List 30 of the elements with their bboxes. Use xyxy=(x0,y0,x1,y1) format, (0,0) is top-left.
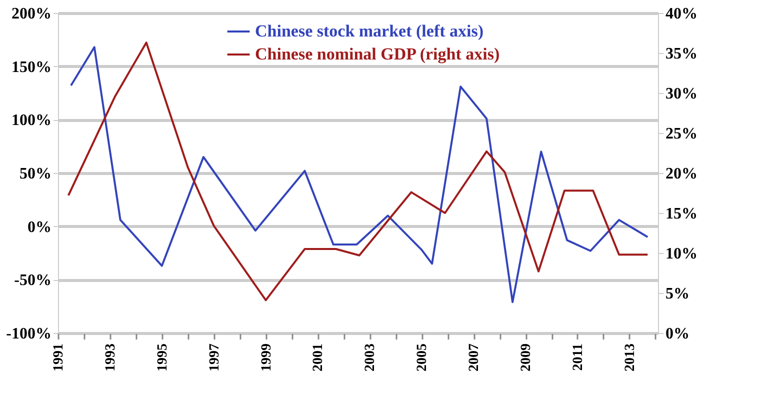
x-tick-label: 2001 xyxy=(311,344,326,372)
x-tick-label: 2005 xyxy=(415,344,430,372)
x-tick-label: 2007 xyxy=(467,344,482,372)
y-tick-label: 150% xyxy=(12,58,52,76)
y-tick-label: 50% xyxy=(20,166,52,182)
y2-tick-label: 40% xyxy=(666,6,698,22)
legend-label: Chinese nominal GDP (right axis) xyxy=(255,44,500,64)
y-tick-label: 0% xyxy=(28,218,52,236)
legend-label: Chinese stock market (left axis) xyxy=(255,22,484,40)
y2-tick-label: 10% xyxy=(666,246,698,262)
y2-tick-label: 25% xyxy=(666,126,698,142)
y-tick-label: -100% xyxy=(6,326,52,342)
x-tick-label: 1991 xyxy=(52,344,66,372)
y2-tick-label: 5% xyxy=(666,286,690,302)
y2-tick-label: 0% xyxy=(666,326,690,342)
y2-tick-label: 30% xyxy=(666,86,698,102)
x-tick-label: 1993 xyxy=(103,344,118,372)
y-tick-label: 200% xyxy=(12,6,52,22)
x-tick-label: 1997 xyxy=(207,344,222,372)
y2-tick-label: 35% xyxy=(666,46,698,62)
x-tick-label: 2003 xyxy=(363,344,378,372)
y2-tick-label: 20% xyxy=(666,166,698,182)
y-tick-label: 100% xyxy=(12,112,52,130)
x-tick-label: 1995 xyxy=(155,344,170,372)
y-tick-label: -50% xyxy=(14,272,52,290)
x-tick-label: 2009 xyxy=(519,344,534,372)
x-tick-label: 2013 xyxy=(622,344,638,372)
x-tick-label: 2011 xyxy=(570,344,586,371)
x-tick-label: 1999 xyxy=(259,344,274,372)
y2-tick-label: 15% xyxy=(666,206,698,222)
